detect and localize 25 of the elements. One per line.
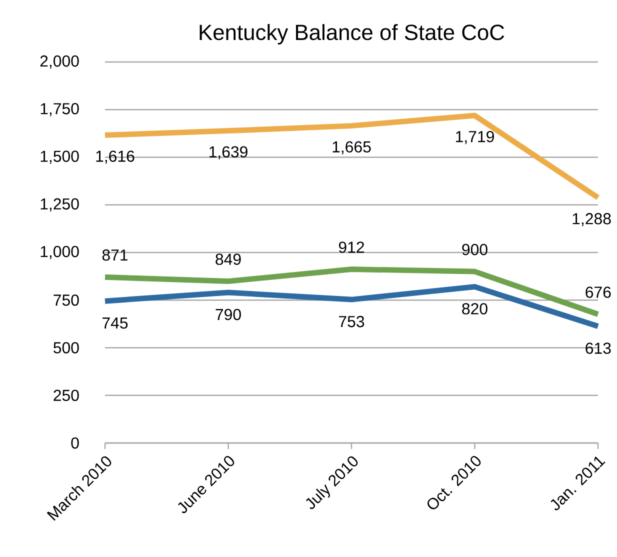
data-label: 912 [338, 242, 364, 253]
data-label: 753 [339, 316, 364, 328]
y-tick-label: 2,000 [40, 55, 79, 69]
data-label: 820 [462, 303, 488, 314]
data-label: 1,719 [456, 130, 494, 144]
data-label: 745 [102, 318, 128, 329]
data-label: 849 [216, 254, 241, 265]
y-tick-label: 250 [54, 390, 79, 402]
data-label: 790 [216, 308, 241, 320]
data-label: 1,639 [210, 146, 248, 160]
y-tick-label: 0 [71, 437, 79, 449]
data-label: 613 [586, 342, 611, 354]
data-label: 1,616 [96, 150, 134, 164]
y-tick-label: 1,000 [40, 246, 79, 260]
y-tick-label: 1,500 [40, 150, 79, 164]
data-label: 676 [586, 286, 611, 298]
chart-title: Kentucky Balance of State CoC [200, 24, 504, 44]
y-tick-label: 1,750 [40, 103, 79, 116]
y-tick-label: 1,250 [40, 198, 79, 212]
data-label: 1,665 [332, 141, 371, 154]
y-tick-label: 750 [54, 294, 79, 306]
data-label: 871 [102, 249, 128, 261]
data-label: 900 [462, 244, 488, 256]
y-tick-label: 500 [54, 342, 79, 354]
data-label: 1,288 [572, 213, 611, 226]
